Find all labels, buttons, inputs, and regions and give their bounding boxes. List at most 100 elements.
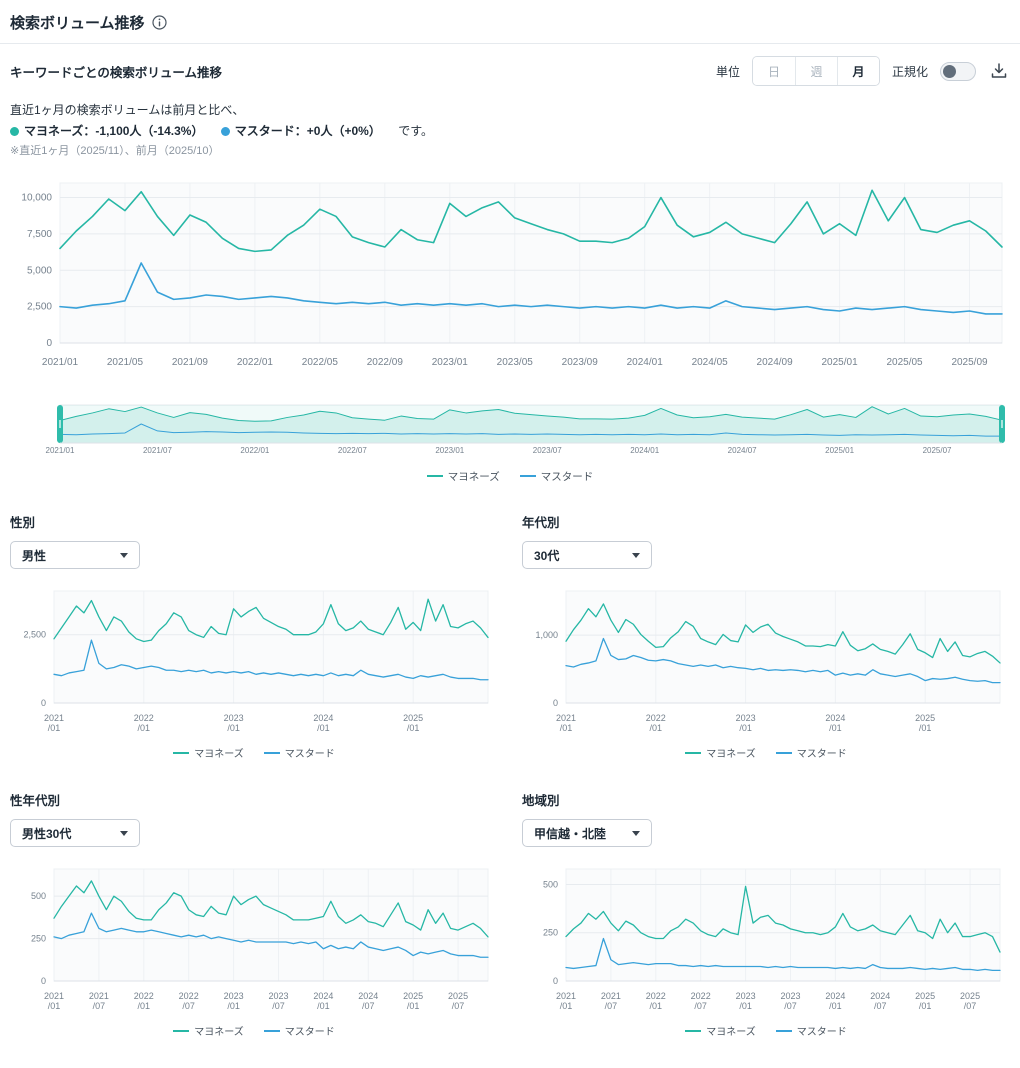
svg-text:2023/07: 2023/07 (268, 991, 288, 1011)
age-dropdown[interactable]: 30代 (522, 541, 652, 570)
svg-text:2023/05: 2023/05 (497, 357, 534, 368)
unit-option-day[interactable]: 日 (752, 57, 795, 85)
normalize-label: 正規化 (891, 64, 928, 79)
gender-dropdown[interactable]: 男性 (10, 541, 140, 570)
svg-text:2024/01: 2024/01 (313, 713, 333, 733)
svg-text:2023/01: 2023/01 (736, 713, 756, 733)
svg-text:2021/05: 2021/05 (107, 357, 144, 368)
panel-age: 年代別 30代 0 1,000 2021/01 2022/01 2023/01 2024/… (522, 512, 1010, 760)
gender-legend: マヨネーズ マスタード (10, 745, 498, 760)
age-legend: マヨネーズ マスタード (522, 745, 1010, 760)
svg-text:2023/01: 2023/01 (224, 713, 244, 733)
region-legend: マヨネーズ マスタード (522, 1023, 1010, 1038)
svg-text:2025/01: 2025/01 (915, 991, 935, 1011)
panel-gender-age-title: 性年代別 (10, 794, 61, 809)
svg-text:2025/01: 2025/01 (915, 713, 935, 733)
time-range-brush[interactable]: 2021/01 2021/07 2022/01 2022/07 2023/01 2023/… (10, 401, 1010, 459)
svg-text:2022/07: 2022/07 (179, 991, 199, 1011)
svg-text:2021/09: 2021/09 (172, 357, 209, 368)
download-icon (991, 63, 1007, 78)
gender-chart: 0 2,500 2021/01 2022/01 2023/01 2024/01 2025/0… (23, 590, 489, 733)
svg-text:0: 0 (46, 338, 52, 349)
section-title: キーワードごとの検索ボリューム推移 (10, 65, 223, 80)
download-button[interactable] (988, 60, 1010, 82)
page-title: 検索ボリューム推移 (10, 15, 145, 32)
main-volume-chart: 0 2,500 5,000 7,500 10,000 2021/01 2021/05 2021… (21, 182, 1003, 368)
svg-text:2022/01: 2022/01 (240, 446, 269, 455)
svg-text:2021/07: 2021/07 (143, 446, 172, 455)
svg-text:2022/01: 2022/01 (646, 991, 666, 1011)
gender-age-legend: マヨネーズ マスタード (10, 1023, 498, 1038)
region-dropdown[interactable]: 甲信越・北陸 (522, 819, 652, 848)
svg-text:2023/09: 2023/09 (562, 357, 599, 368)
svg-text:2025/07: 2025/07 (448, 991, 468, 1011)
svg-text:2024/07: 2024/07 (358, 991, 378, 1011)
panel-gender-age: 性年代別 男性30代 0 250 500 2021/01 2021/07 2022/01 2… (10, 790, 498, 1038)
main-legend: マヨネーズ マスタード (10, 469, 1010, 484)
caret-down-icon (120, 552, 128, 558)
unit-option-month[interactable]: 月 (836, 57, 879, 85)
svg-text:2021/01: 2021/01 (42, 357, 79, 368)
toolbar: キーワードごとの検索ボリューム推移 単位 日 週 月 正規化 (10, 56, 1010, 86)
toolbar-controls: 単位 日 週 月 正規化 (716, 56, 1010, 86)
svg-text:2024/01: 2024/01 (630, 446, 659, 455)
svg-text:2024/01: 2024/01 (825, 991, 845, 1011)
mayonnaise-dot (10, 127, 19, 136)
svg-text:2024/01: 2024/01 (627, 357, 664, 368)
svg-text:2024/07: 2024/07 (870, 991, 890, 1011)
toggle-knob (943, 64, 956, 78)
svg-text:2025/01: 2025/01 (403, 991, 423, 1011)
unit-segmented-control: 日 週 月 (751, 56, 880, 86)
svg-text:2022/07: 2022/07 (691, 991, 711, 1011)
svg-text:1,000: 1,000 (535, 630, 558, 640)
gender-age-chart: 0 250 500 2021/01 2021/07 2022/01 2022/07 2023/… (31, 868, 489, 1011)
svg-text:2023/07: 2023/07 (533, 446, 562, 455)
gender-age-dropdown[interactable]: 男性30代 (10, 819, 140, 848)
svg-text:2023/01: 2023/01 (736, 991, 756, 1011)
svg-text:2021/01: 2021/01 (556, 713, 576, 733)
summary-keyword-mayonnaise: マヨネーズ：-1,100人（-14.3%） (10, 124, 203, 138)
svg-text:2025/05: 2025/05 (886, 357, 923, 368)
unit-label: 単位 (715, 64, 740, 79)
svg-text:2024/09: 2024/09 (757, 357, 794, 368)
svg-text:500: 500 (543, 880, 558, 890)
info-icon[interactable] (151, 15, 167, 30)
page-header: 検索ボリューム推移 (10, 12, 1010, 33)
panel-gender: 性別 男性 0 2,500 2021/01 2022/01 2023/01 2024/01… (10, 512, 498, 760)
summary-block: 直近1ヶ月の検索ボリュームは前月と比べ、 マヨネーズ：-1,100人（-14.3… (10, 100, 1010, 161)
svg-text:2023/01: 2023/01 (435, 446, 464, 455)
svg-text:2022/09: 2022/09 (367, 357, 404, 368)
svg-text:5,000: 5,000 (27, 266, 52, 277)
svg-text:2025/07: 2025/07 (960, 991, 980, 1011)
svg-text:2025/01: 2025/01 (403, 713, 423, 733)
normalize-toggle[interactable] (940, 61, 976, 81)
svg-text:2021/01: 2021/01 (44, 991, 64, 1011)
svg-text:500: 500 (31, 891, 46, 901)
svg-text:250: 250 (31, 934, 46, 944)
caret-down-icon (120, 830, 128, 836)
region-chart: 0 250 500 2021/01 2021/07 2022/01 2022/07 2023/… (543, 868, 1001, 1011)
svg-text:2025/01: 2025/01 (822, 357, 859, 368)
svg-text:0: 0 (553, 698, 558, 708)
svg-text:2021/01: 2021/01 (46, 446, 75, 455)
age-chart: 0 1,000 2021/01 2022/01 2023/01 2024/01 2025/0… (535, 590, 1001, 733)
unit-option-week[interactable]: 週 (794, 57, 837, 85)
svg-text:2023/01: 2023/01 (224, 991, 244, 1011)
panel-gender-title: 性別 (10, 516, 36, 531)
svg-text:2,500: 2,500 (27, 302, 52, 313)
legend-item-mayonnaise: マヨネーズ (426, 469, 500, 484)
svg-text:0: 0 (553, 976, 558, 986)
svg-text:2024/07: 2024/07 (728, 446, 757, 455)
svg-text:2025/09: 2025/09 (951, 357, 988, 368)
svg-text:2024/01: 2024/01 (825, 713, 845, 733)
svg-text:2022/01: 2022/01 (134, 991, 154, 1011)
svg-text:250: 250 (543, 928, 558, 938)
panel-region-title: 地域別 (522, 794, 560, 809)
svg-text:2021/01: 2021/01 (556, 991, 576, 1011)
summary-line1: 直近1ヶ月の検索ボリュームは前月と比べ、 (10, 103, 245, 117)
svg-text:0: 0 (41, 698, 46, 708)
svg-text:2025/07: 2025/07 (923, 446, 952, 455)
svg-text:10,000: 10,000 (21, 193, 52, 204)
mustard-dot (220, 127, 230, 136)
summary-note: ※直近1ヶ月（2025/11）、前月（2025/10） (10, 145, 220, 157)
